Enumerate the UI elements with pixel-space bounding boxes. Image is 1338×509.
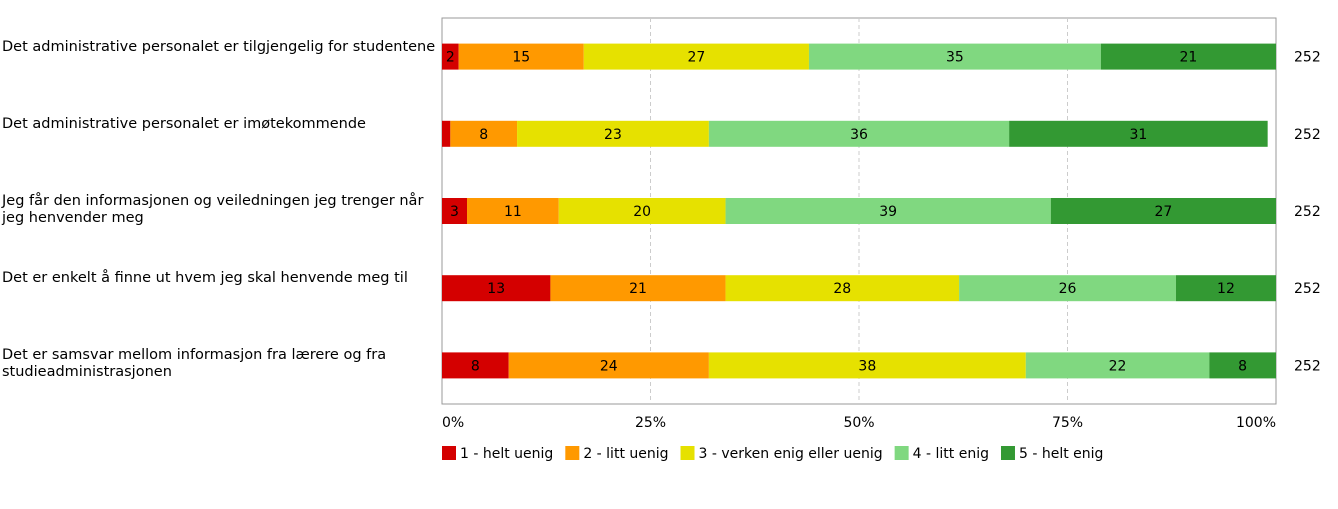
- bar-segment: [708, 120, 1010, 147]
- bar-segment: [708, 352, 1026, 379]
- bar-segment: [1050, 198, 1276, 224]
- bar-segment: [1009, 120, 1268, 147]
- x-tick-label: 50%: [843, 415, 874, 431]
- count-label: 252: [1294, 204, 1321, 220]
- bar-segment: [1209, 352, 1276, 379]
- bar-segment: [1025, 352, 1210, 379]
- bar-segment: [725, 275, 960, 302]
- bar-value-label: 38: [858, 358, 876, 374]
- bar-value-label: 11: [504, 204, 522, 220]
- bar-segment: [583, 43, 809, 70]
- bar-value-label: 27: [687, 50, 705, 66]
- bar-segment: [550, 275, 726, 302]
- bar-segment: [959, 275, 1176, 302]
- legend-label: 2 - litt uenig: [583, 446, 668, 462]
- bar-value-label: 20: [633, 204, 651, 220]
- category-label: Det er enkelt å finne ut hvem jeg skal h…: [2, 270, 408, 287]
- bar-segment: [517, 120, 709, 147]
- bar-value-label: 8: [1238, 358, 1247, 374]
- bar-value-label: 31: [1129, 127, 1147, 143]
- bar-segment: [442, 43, 459, 70]
- x-tick-label: 0%: [442, 415, 464, 431]
- bar-segment: [508, 352, 709, 379]
- legend-swatch: [442, 446, 456, 460]
- bar-segment: [442, 198, 468, 224]
- bar-value-label: 39: [879, 204, 897, 220]
- legend-swatch: [565, 446, 580, 460]
- legend-swatch: [1000, 446, 1015, 460]
- bar-segment: [442, 275, 551, 302]
- bar-segment: [467, 198, 559, 224]
- bar-segment: [442, 120, 451, 147]
- count-label: 252: [1294, 281, 1321, 297]
- bar-segment: [558, 198, 726, 224]
- count-label: 252: [1294, 358, 1321, 374]
- bar-value-label: 15: [512, 50, 530, 66]
- bar-value-label: 21: [629, 281, 647, 297]
- legend-label: 5 - helt enig: [1019, 446, 1103, 462]
- legend-swatch: [894, 446, 909, 460]
- bar-value-label: 21: [1180, 50, 1198, 66]
- x-tick-label: 25%: [635, 415, 666, 431]
- bar-value-label: 28: [833, 281, 851, 297]
- x-tick-label: 75%: [1052, 415, 1083, 431]
- bar-segment: [450, 120, 518, 147]
- bar-value-label: 8: [471, 358, 480, 374]
- count-label: 252: [1294, 127, 1321, 143]
- bar-value-label: 36: [850, 127, 868, 143]
- count-label: 252: [1294, 50, 1321, 66]
- bar-value-label: 26: [1059, 281, 1077, 297]
- legend-label: 1 - helt uenig: [460, 446, 553, 462]
- bar-segment: [1100, 43, 1276, 70]
- bar-value-label: 2: [446, 50, 455, 66]
- bar-segment: [725, 198, 1051, 224]
- category-label: Jeg får den informasjonen og veiledninge…: [2, 193, 424, 226]
- bar-segment: [808, 43, 1101, 70]
- category-label: Det er samsvar mellom informasjon fra læ…: [2, 347, 387, 381]
- bar-value-label: 35: [946, 50, 964, 66]
- bar-segment: [442, 352, 509, 379]
- bar-value-label: 13: [487, 281, 505, 297]
- legend-label: 4 - litt enig: [913, 446, 989, 462]
- bar-value-label: 27: [1154, 204, 1172, 220]
- bar-value-label: 8: [479, 127, 488, 143]
- bar-value-label: 24: [600, 358, 618, 374]
- category-label: Det administrative personalet er imøteko…: [2, 115, 366, 132]
- bar-segment: [1175, 275, 1276, 302]
- bar-segment: [458, 43, 584, 70]
- legend-swatch: [680, 446, 695, 460]
- bar-value-label: 3: [450, 204, 459, 220]
- category-label: Det administrative personalet er tilgjen…: [2, 38, 436, 55]
- x-tick-label: 100%: [1236, 415, 1276, 431]
- legend-label: 3 - verken enig eller uenig: [699, 446, 883, 462]
- bar-value-label: 22: [1109, 358, 1127, 374]
- bar-value-label: 12: [1217, 281, 1235, 297]
- bar-value-label: 23: [604, 127, 622, 143]
